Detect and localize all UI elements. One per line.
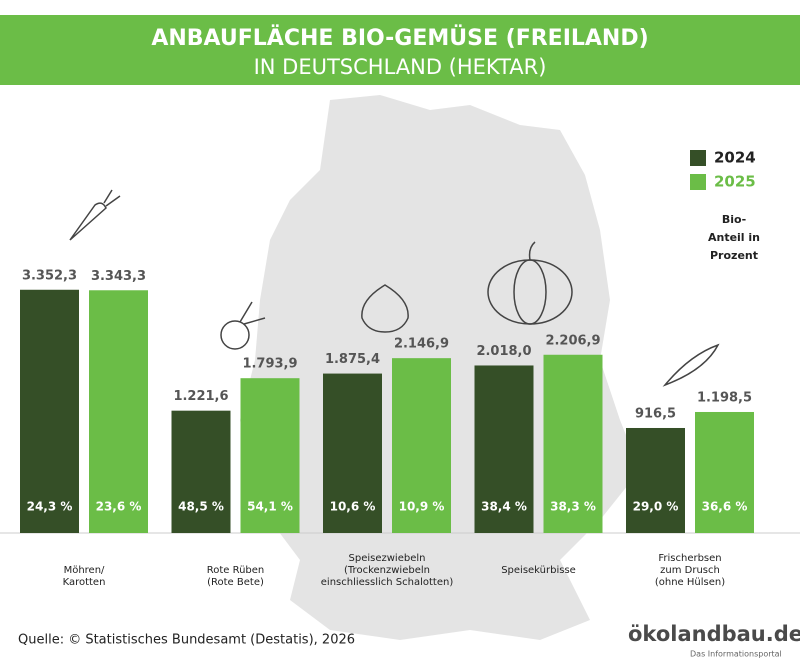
value-label: 916,5 (635, 406, 676, 421)
chart-title: ANBAUFLÄCHE BIO-GEMÜSE (FREILAND) (151, 25, 648, 51)
logo: ökolandbau.de (628, 622, 800, 646)
legend-swatch (690, 150, 706, 166)
value-label: 3.343,3 (91, 269, 146, 284)
category-label: Karotten (63, 577, 106, 588)
bar (89, 290, 148, 533)
share-label: 54,1 % (247, 500, 293, 514)
value-label: 2.206,9 (545, 333, 600, 348)
category-label: Möhren/ (64, 565, 105, 576)
share-note: Bio- (722, 213, 746, 226)
value-label: 1.793,9 (242, 357, 297, 372)
category-label: Frischerbsen (658, 553, 721, 564)
share-note: Prozent (710, 249, 758, 262)
share-label: 38,3 % (550, 500, 596, 514)
legend-label: 2025 (714, 173, 756, 191)
icon-onion (361, 284, 409, 333)
bar (543, 354, 603, 533)
title-band (0, 15, 800, 85)
value-label: 1.875,4 (325, 352, 380, 367)
source: Quelle: © Statistisches Bundesamt (Desta… (18, 633, 355, 648)
category-label: (Rote Bete) (207, 577, 264, 588)
bar (626, 427, 685, 533)
bar (171, 410, 231, 533)
icon-beet (220, 301, 266, 350)
category-label: einschliesslich Schalotten) (321, 577, 454, 588)
share-label: 48,5 % (178, 500, 224, 514)
category-label: zum Drusch (660, 565, 720, 576)
value-label: 3.352,3 (22, 268, 77, 283)
share-label: 23,6 % (96, 500, 142, 514)
share-label: 38,4 % (481, 500, 527, 514)
value-label: 2.146,9 (394, 337, 449, 352)
share-label: 36,6 % (702, 500, 748, 514)
bar (240, 378, 300, 533)
icon-pea (662, 343, 720, 387)
value-label: 1.198,5 (697, 390, 752, 405)
icon-carrot (69, 189, 121, 241)
bar (474, 365, 534, 533)
bar (392, 358, 451, 533)
icon-pumpkin (487, 241, 573, 325)
share-label: 29,0 % (633, 500, 679, 514)
bar (323, 373, 382, 533)
value-label: 2.018,0 (476, 344, 531, 359)
category-label: Speisekürbisse (501, 565, 576, 576)
category-label: Rote Rüben (207, 565, 265, 576)
share-label: 10,9 % (399, 500, 445, 514)
chart-subtitle: IN DEUTSCHLAND (HEKTAR) (254, 55, 547, 79)
bar (20, 289, 79, 533)
share-note: Anteil in (708, 231, 760, 244)
bar (695, 411, 754, 533)
legend-label: 2024 (714, 149, 756, 167)
share-label: 10,6 % (330, 500, 376, 514)
logo-tagline: Das Informationsportal (690, 650, 782, 659)
legend-swatch (690, 174, 706, 190)
category-label: (Trockenzwiebeln (344, 565, 430, 576)
value-label: 1.221,6 (173, 389, 228, 404)
share-label: 24,3 % (27, 500, 73, 514)
category-label: Speisezwiebeln (349, 553, 426, 564)
category-label: (ohne Hülsen) (655, 577, 725, 588)
